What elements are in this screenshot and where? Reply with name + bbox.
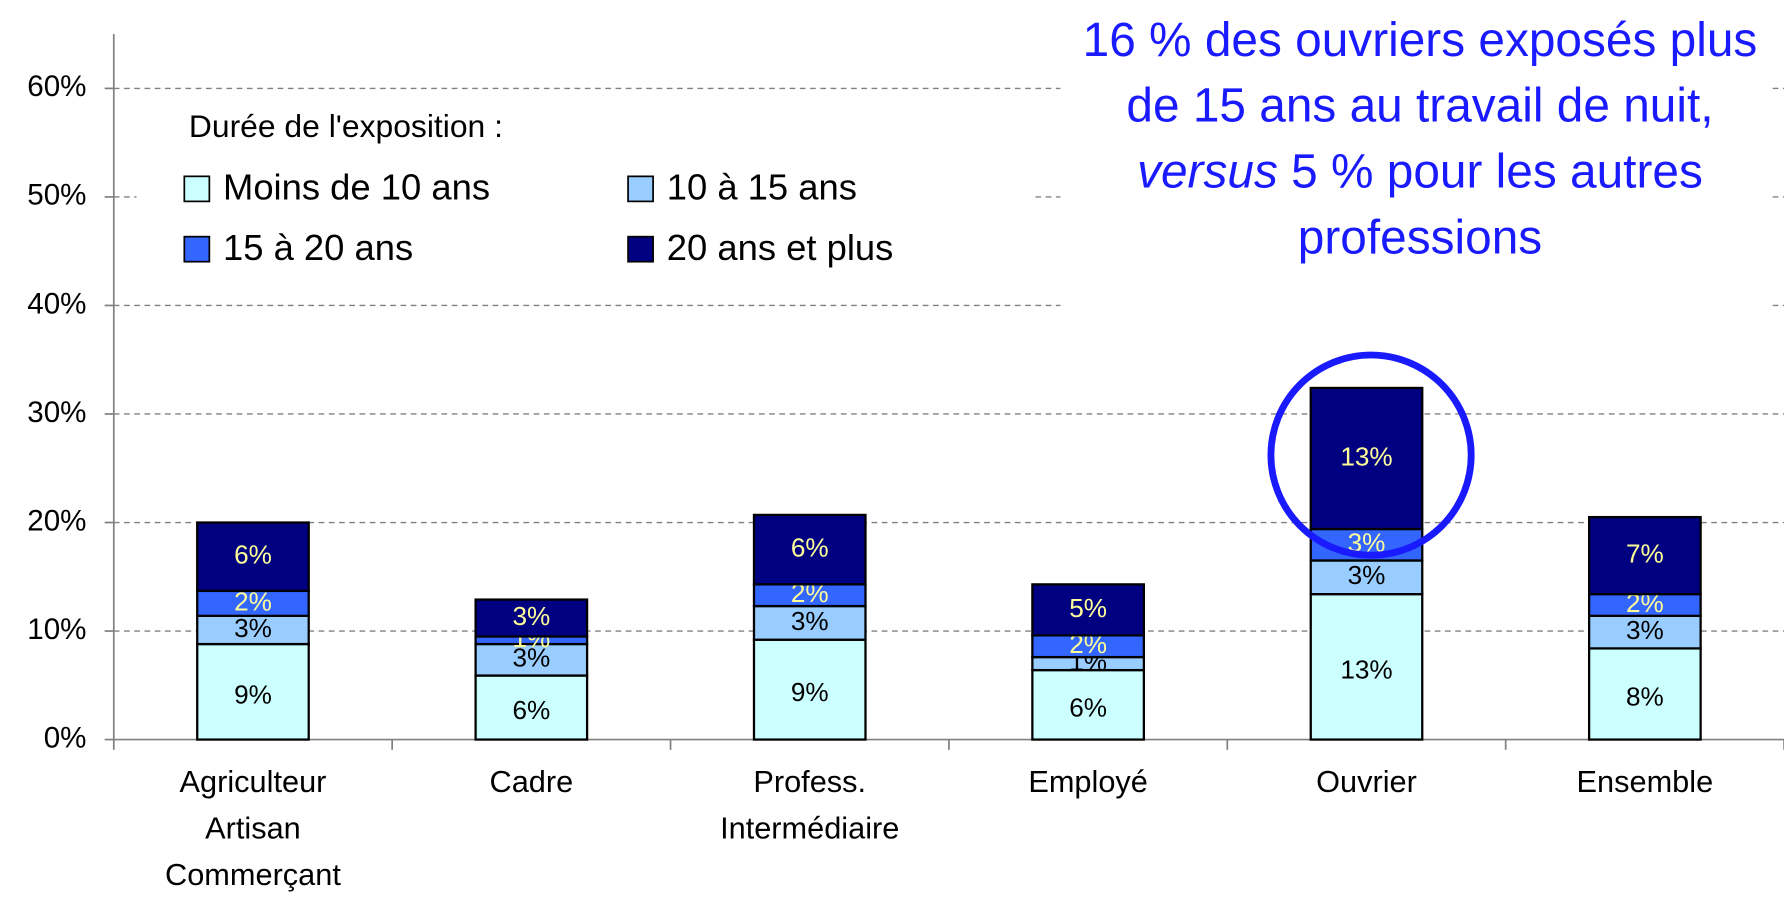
bar-segment	[1309, 386, 1424, 531]
x-tick-label: Profess. Intermédiaire	[720, 764, 900, 846]
value-label: 6%	[234, 540, 272, 570]
y-tick-label: 10%	[27, 613, 86, 646]
legend-swatch	[183, 175, 211, 203]
bar-segment	[752, 604, 867, 641]
y-tick-label: 0%	[44, 721, 87, 754]
bar-segment	[474, 642, 589, 677]
annotation-text: versus	[1137, 144, 1278, 198]
value-label: 13%	[1340, 441, 1392, 471]
value-label: 9%	[791, 677, 829, 707]
value-label: 6%	[1069, 692, 1107, 722]
annotation-text: 16 % des ouvriers exposés plus de 15 ans…	[1082, 12, 1758, 132]
annotation: 16 % des ouvriers exposés plus de 15 ans…	[1079, 7, 1762, 271]
value-label: 13%	[1340, 654, 1392, 684]
legend-label: 20 ans et plus	[667, 227, 894, 268]
x-tick-label: Agriculteur Artisan Commerçant	[165, 764, 341, 893]
y-tick-label: 20%	[27, 504, 86, 537]
legend-box	[136, 150, 1036, 282]
bar-segment	[196, 614, 310, 646]
bar-segment	[1031, 583, 1146, 637]
value-label: 6%	[791, 533, 829, 563]
y-tick-label: 40%	[27, 287, 86, 320]
value-label: 9%	[234, 679, 272, 709]
value-label: 6%	[512, 695, 550, 725]
legend-swatch	[627, 235, 654, 263]
y-tick-label: 50%	[27, 179, 86, 212]
bar-segment	[196, 521, 310, 593]
value-label: 3%	[512, 643, 550, 673]
value-label: 8%	[1626, 681, 1664, 711]
annotation-box	[1060, 0, 1772, 342]
bar-segment	[752, 513, 867, 586]
x-tick-label: Cadre	[489, 764, 574, 799]
bar-segment	[196, 589, 310, 617]
bar-segment	[752, 638, 867, 741]
x-tick-label: Ouvrier	[1316, 764, 1417, 799]
bar-segment	[1587, 515, 1702, 596]
bar-segment	[474, 598, 589, 638]
value-label: 3%	[512, 601, 550, 631]
y-tick-label: 60%	[27, 70, 86, 103]
legend-label: Moins de 10 ans	[223, 167, 490, 208]
value-label: 3%	[791, 606, 829, 636]
value-label: 7%	[1626, 539, 1664, 569]
annotation-text: 5 % pour les autres professions	[1277, 144, 1703, 264]
value-label: 3%	[1626, 615, 1664, 645]
value-label: 3%	[234, 613, 272, 643]
bar-segment	[196, 642, 310, 741]
value-label: 5%	[1069, 593, 1107, 623]
bar-segment	[1309, 593, 1424, 741]
legend-swatch	[183, 235, 211, 263]
legend-label: 10 à 15 ans	[667, 167, 857, 208]
legend-label: 15 à 20 ans	[223, 227, 413, 268]
x-tick-label: Employé	[1028, 764, 1148, 799]
y-tick-label: 30%	[27, 396, 86, 429]
legend-title: Durée de l'exposition :	[189, 108, 503, 144]
highlight-circle	[1267, 351, 1475, 559]
legend-swatch	[627, 175, 654, 203]
bar-segment	[1309, 559, 1424, 596]
value-label: 3%	[1348, 560, 1386, 590]
x-tick-label: Ensemble	[1576, 764, 1714, 799]
